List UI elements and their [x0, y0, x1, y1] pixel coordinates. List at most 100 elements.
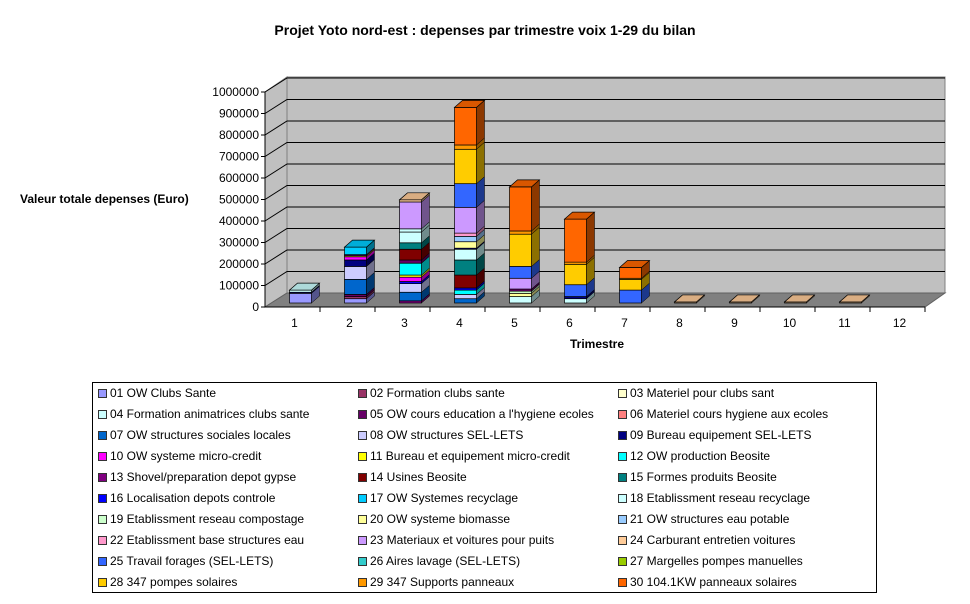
legend-label: 17 OW Systemes recyclage	[370, 491, 519, 505]
legend-swatch	[98, 493, 107, 503]
legend-label: 27 Margelles pompes manuelles	[630, 554, 803, 568]
bar-segment	[454, 298, 477, 304]
legend-item: 22 Etablissment base structures eau	[98, 533, 304, 547]
legend-swatch	[358, 451, 367, 461]
bar-segment	[399, 201, 422, 230]
x-tick-label: 3	[401, 316, 408, 330]
legend-label: 07 OW structures sociales locales	[110, 428, 291, 442]
bar-segment	[399, 228, 422, 233]
legend-item: 20 OW systeme biomasse	[358, 512, 510, 526]
bar-segment	[454, 289, 477, 295]
legend-swatch	[618, 556, 627, 566]
bar-segment	[399, 283, 422, 293]
bar-stack-9	[728, 294, 761, 304]
legend-label: 04 Formation animatrices clubs sante	[110, 407, 310, 421]
x-tick-label: 9	[731, 316, 738, 330]
bar-segment	[289, 292, 312, 304]
legend-swatch	[358, 388, 367, 398]
bar-stack-11	[838, 294, 871, 304]
bar-segment	[564, 298, 587, 304]
legend-swatch	[358, 556, 367, 566]
bar-stack-7	[618, 259, 651, 304]
legend-swatch	[358, 514, 367, 524]
legend-swatch	[98, 472, 107, 482]
legend-label: 05 OW cours education a l'hygiene ecoles	[370, 407, 594, 421]
legend-item: 26 Aires lavage (SEL-LETS)	[358, 554, 520, 568]
legend-label: 24 Carburant entretien voitures	[630, 533, 796, 547]
bar-segment	[454, 206, 477, 234]
bar-segment	[509, 230, 532, 235]
bar-segment	[344, 298, 367, 304]
bar-top	[563, 211, 596, 220]
x-tick-label: 8	[676, 316, 683, 330]
legend-swatch	[618, 535, 627, 545]
bar-segment	[454, 248, 477, 261]
bar-segment	[454, 106, 477, 146]
legend-swatch	[98, 388, 107, 398]
x-tick-label: 4	[456, 316, 463, 330]
bar-stack-5	[508, 179, 541, 304]
bar-top	[838, 294, 871, 303]
legend-label: 09 Bureau equipement SEL-LETS	[630, 428, 812, 442]
bar-top	[508, 179, 541, 188]
legend-item: 16 Localisation depots controle	[98, 491, 275, 505]
bar-segment	[564, 218, 587, 263]
legend-swatch	[618, 577, 627, 587]
legend-item: 09 Bureau equipement SEL-LETS	[618, 428, 811, 442]
legend-item: 29 347 Supports panneaux	[358, 575, 514, 589]
legend-label: 11 Bureau et equipement micro-credit	[370, 449, 570, 463]
legend-swatch	[98, 514, 107, 524]
legend-swatch	[618, 493, 627, 503]
y-tick-label: 100000	[219, 279, 259, 293]
legend-item: 08 OW structures SEL-LETS	[358, 428, 523, 442]
legend-item: 14 Usines Beosite	[358, 470, 467, 484]
legend: 01 OW Clubs Sante 02 Formation clubs sant…	[92, 382, 877, 593]
bar-stack-3	[398, 192, 431, 304]
x-tick-label: 6	[566, 316, 573, 330]
legend-item: 15 Formes produits Beosite	[618, 470, 777, 484]
legend-label: 30 104.1KW panneaux solaires	[630, 575, 797, 589]
legend-label: 16 Localisation depots controle	[110, 491, 276, 505]
legend-label: 22 Etablissment base structures eau	[110, 533, 305, 547]
y-tick-label: 400000	[219, 214, 259, 228]
y-tick-label: 900000	[219, 107, 259, 121]
bar-segment	[619, 267, 642, 279]
y-tick-label: 700000	[219, 150, 259, 164]
legend-label: 19 Etablissment reseau compostage	[110, 512, 305, 526]
legend-swatch	[618, 472, 627, 482]
bar-top	[728, 294, 761, 303]
legend-item: 12 OW production Beosite	[618, 449, 770, 463]
legend-swatch	[618, 451, 627, 461]
legend-label: 02 Formation clubs sante	[370, 386, 505, 400]
legend-swatch	[98, 556, 107, 566]
bar-segment	[619, 289, 642, 304]
bar-segment	[454, 274, 477, 289]
plot-area: 0 100000 200000 300000 400000 500000 600000 700…	[212, 76, 947, 330]
gridline	[264, 249, 945, 265]
legend-item: 04 Formation animatrices clubs sante	[98, 407, 309, 421]
bar-top	[398, 192, 431, 201]
bar-segment-side	[586, 211, 595, 263]
x-tick-label: 2	[346, 316, 353, 330]
bar-top	[618, 260, 651, 268]
x-tick-label: 11	[838, 316, 851, 330]
legend-swatch	[98, 430, 107, 440]
bar-segment	[399, 262, 422, 276]
legend-label: 13 Shovel/preparation depot gypse	[110, 470, 297, 484]
bar-top	[288, 282, 321, 291]
legend-item: 07 OW structures sociales locales	[98, 428, 291, 442]
legend-label: 08 OW structures SEL-LETS	[370, 428, 524, 442]
legend-item: 25 Travail forages (SEL-LETS)	[98, 554, 273, 568]
x-tick-label: 1	[291, 316, 298, 330]
gridline	[264, 206, 945, 222]
bar-segment	[399, 248, 422, 261]
legend-item: 05 OW cours education a l'hygiene ecoles	[358, 407, 594, 421]
legend-item: 24 Carburant entretien voitures	[618, 533, 795, 547]
legend-item: 30 104.1KW panneaux solaires	[618, 575, 797, 589]
chart-title: Projet Yoto nord-est : depenses par trim…	[274, 22, 696, 38]
bar-segment	[454, 144, 477, 150]
bar-stack-4	[453, 99, 486, 304]
legend-item: 21 OW structures eau potable	[618, 512, 789, 526]
legend-swatch	[618, 430, 627, 440]
